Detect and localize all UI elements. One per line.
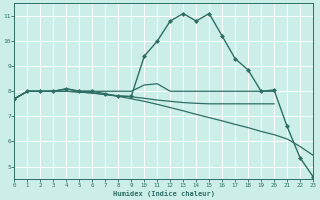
X-axis label: Humidex (Indice chaleur): Humidex (Indice chaleur) — [113, 190, 215, 197]
